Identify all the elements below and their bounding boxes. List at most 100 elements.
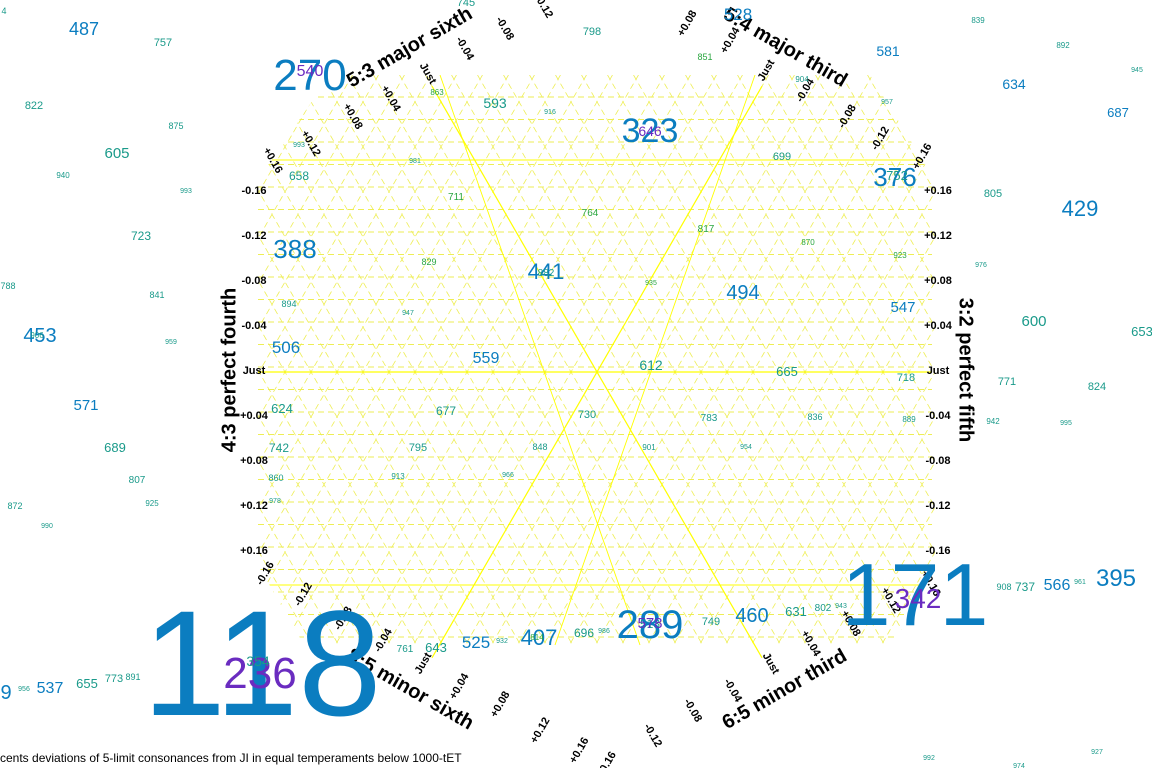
tick-label: -0.04 xyxy=(925,410,951,422)
grid-line xyxy=(1089,75,1152,645)
tet-label: 429 xyxy=(1062,196,1099,221)
axis-title: 5:3 major sixth xyxy=(343,3,476,93)
tick-label: +0.04 xyxy=(798,628,823,659)
tet-label: 889 xyxy=(902,415,916,424)
tet-label: 757 xyxy=(154,37,172,49)
tet-label: 559 xyxy=(473,350,500,367)
grid-line xyxy=(439,75,641,646)
tick-label: Just xyxy=(417,61,439,87)
grid-line xyxy=(529,75,859,646)
tick-label: -0.16 xyxy=(925,545,950,557)
tet-label: 901 xyxy=(642,443,656,452)
tet-label: 913 xyxy=(391,472,405,481)
tet-label: 870 xyxy=(801,238,815,247)
tet-label: 959 xyxy=(165,339,177,346)
tick-label: -0.08 xyxy=(241,275,266,287)
tet-label: 841 xyxy=(149,290,164,300)
grid-line xyxy=(295,75,625,646)
grid-line xyxy=(0,75,105,645)
tet-label: 547 xyxy=(890,299,915,316)
grid-line xyxy=(998,75,1152,645)
tet-label: 882 xyxy=(538,268,555,279)
tick-label: +0.08 xyxy=(924,275,952,287)
tet-label: 494 xyxy=(726,282,759,304)
grid-line xyxy=(269,75,599,646)
tet-label: 925 xyxy=(145,499,159,508)
tick-label: -0.12 xyxy=(925,500,950,512)
tet-label: 737 xyxy=(1015,580,1035,594)
tet-label: 631 xyxy=(785,604,807,619)
tet-label: 624 xyxy=(271,401,293,416)
tet-label: 581 xyxy=(876,43,900,59)
tet-label: 718 xyxy=(897,372,915,384)
tet-label: 171 xyxy=(842,545,989,644)
tet-label: 817 xyxy=(698,224,715,235)
tet-label: 992 xyxy=(923,755,935,762)
tet-label: 711 xyxy=(448,192,464,203)
tet-label: 761 xyxy=(397,644,414,655)
tick-label: +0.08 xyxy=(488,689,512,719)
tick-label: +0.12 xyxy=(924,230,952,242)
grid-line xyxy=(0,75,1,645)
tet-label: 966 xyxy=(502,472,514,479)
tet-label: 981 xyxy=(409,158,421,165)
tet-label: 940 xyxy=(56,171,70,180)
grid-line xyxy=(554,75,756,646)
tick-label: -0.04 xyxy=(453,35,476,63)
tet-label: 807 xyxy=(129,475,146,486)
grid-line xyxy=(555,75,885,646)
tet-label: 537 xyxy=(37,680,64,697)
grid-line xyxy=(0,75,118,645)
grid-line xyxy=(258,75,587,646)
tick-label: +0.04 xyxy=(378,83,403,114)
tick-label: -0.08 xyxy=(493,15,516,43)
tick-label: -0.12 xyxy=(532,0,555,20)
tet-label: 388 xyxy=(273,234,316,264)
tet-label: 749 xyxy=(702,616,720,628)
grid-line xyxy=(258,75,417,646)
tet-label: 525 xyxy=(462,633,490,652)
tet-label: 342 xyxy=(895,583,942,614)
grid-line xyxy=(387,75,717,646)
tick-label: +0.16 xyxy=(240,545,268,557)
tet-label: 453 xyxy=(23,325,56,347)
grid-line xyxy=(258,75,561,646)
tet-label: 593 xyxy=(483,95,507,111)
tet-label: 814 xyxy=(530,633,544,642)
tet-label: 906 xyxy=(30,331,44,340)
grid-line xyxy=(0,75,66,645)
tick-label: -0.08 xyxy=(681,697,704,725)
tet-label: 699 xyxy=(773,151,791,163)
grid-line xyxy=(985,75,1152,645)
tet-label: 745 xyxy=(457,0,475,9)
tet-label: 441 xyxy=(528,259,565,284)
grid-line xyxy=(543,75,873,646)
tet-label: 118 xyxy=(142,579,381,747)
tet-label: 634 xyxy=(1002,76,1026,92)
tet-label: 863 xyxy=(430,88,444,97)
tick-label: Just xyxy=(760,651,782,677)
grid-line xyxy=(1128,75,1152,645)
tet-label: 696 xyxy=(574,626,594,640)
tet-label: 658 xyxy=(289,169,309,183)
grid-line xyxy=(1024,75,1152,645)
tet-label: 528 xyxy=(724,5,752,24)
tet-label: 923 xyxy=(893,251,907,260)
tick-label: -0.16 xyxy=(241,185,266,197)
tick-label: +0.04 xyxy=(924,320,953,332)
tet-label: 848 xyxy=(532,442,547,452)
tet-label: 908 xyxy=(996,582,1011,592)
grid-line xyxy=(0,75,157,645)
grid-line xyxy=(1050,75,1152,645)
grid-line xyxy=(258,75,495,646)
grid-line xyxy=(0,75,53,645)
tet-label: 942 xyxy=(986,417,1000,426)
tet-label: 798 xyxy=(583,26,601,38)
tet-label: 487 xyxy=(69,19,99,39)
grid-line xyxy=(0,75,183,645)
tet-label: 513 xyxy=(640,617,660,631)
grid-line xyxy=(0,75,27,645)
tet-label: 927 xyxy=(1091,749,1103,756)
tick-label: -0.16 xyxy=(596,750,619,768)
